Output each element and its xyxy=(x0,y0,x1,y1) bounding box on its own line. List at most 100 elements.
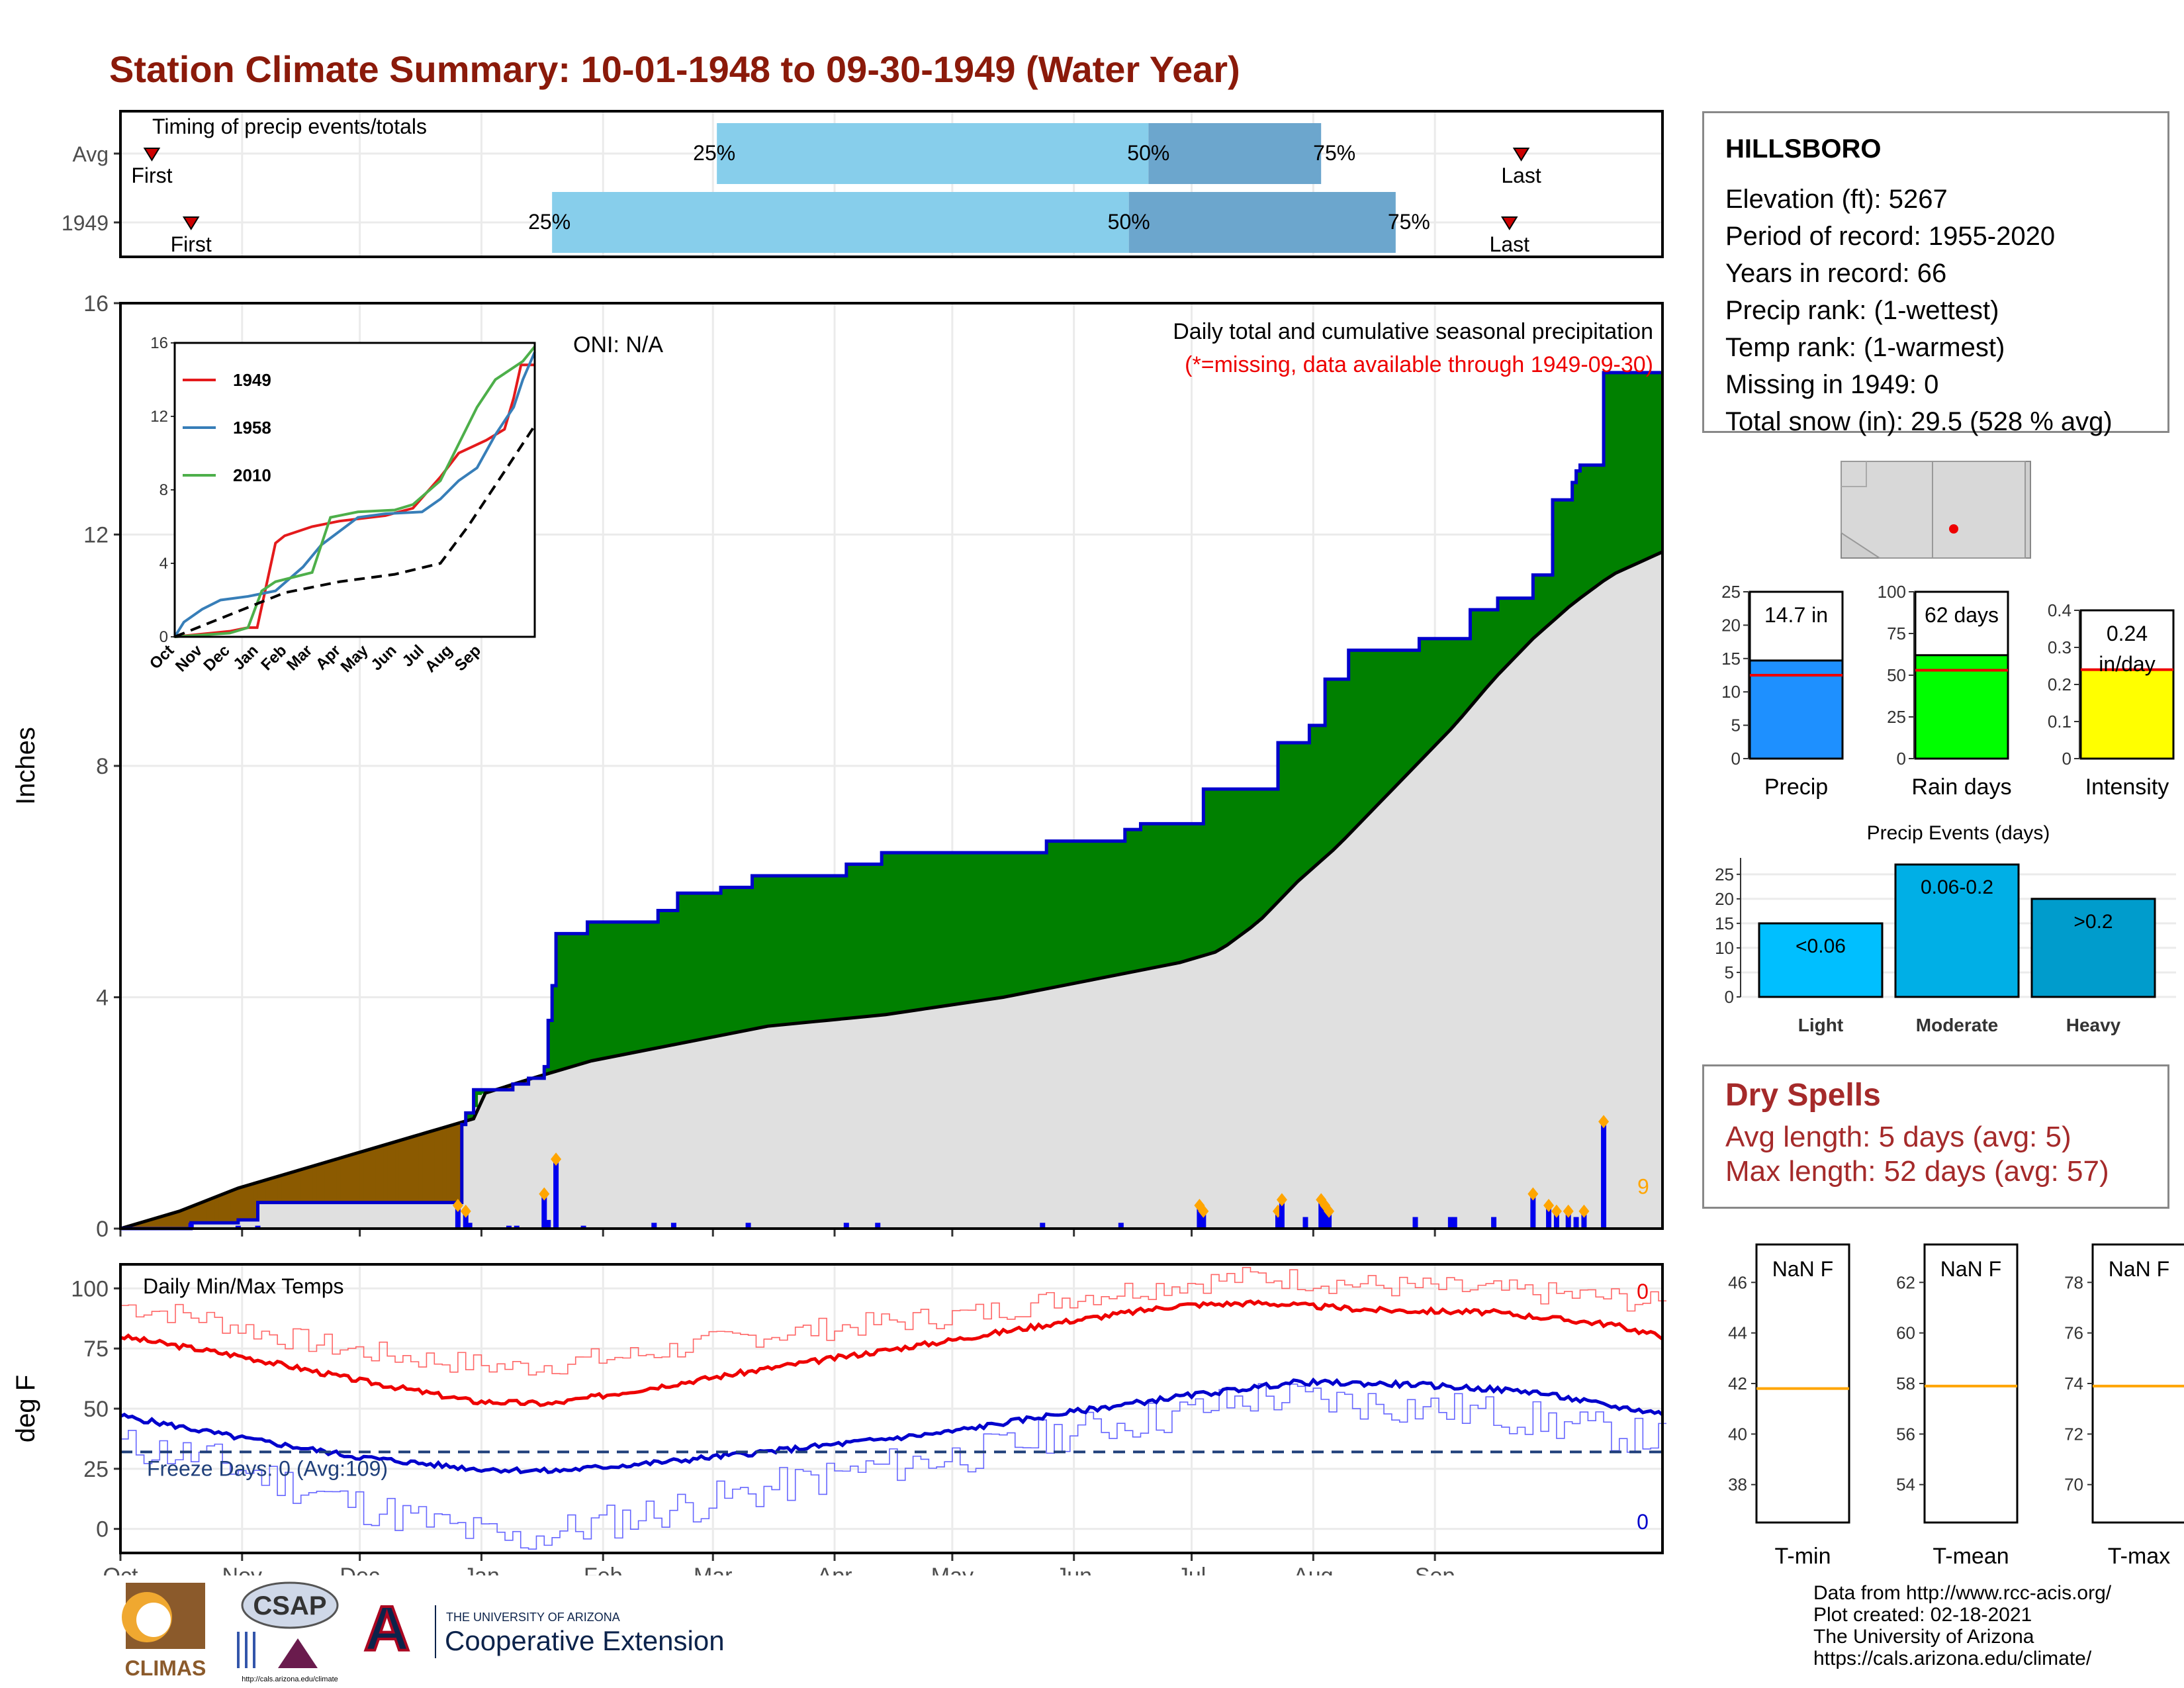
deficit-fill xyxy=(206,1199,211,1223)
ua-coop-extension-logo: A THE UNIVERSITY OF ARIZONA Cooperative … xyxy=(357,1592,754,1671)
surplus-fill xyxy=(983,853,988,1000)
deficit-fill xyxy=(418,1134,424,1203)
surplus-fill xyxy=(1572,482,1577,603)
surplus-fill xyxy=(929,853,933,1008)
surplus-fill xyxy=(1494,610,1498,677)
surplus-fill xyxy=(893,853,898,1013)
deficit-fill xyxy=(324,1162,329,1203)
intensity-y-tick-label: 0 xyxy=(2062,749,2071,769)
surplus-fill xyxy=(748,887,753,1030)
events-category-label: Heavy xyxy=(2066,1015,2121,1035)
deficit-fill xyxy=(422,1133,428,1203)
timing-first-marker xyxy=(182,216,200,230)
surplus-fill xyxy=(952,853,957,1005)
surplus-fill xyxy=(976,853,980,1002)
map-state-east xyxy=(1932,461,2026,559)
main-frame xyxy=(119,302,1664,1230)
station-location-dot xyxy=(1949,524,1958,534)
surplus-fill xyxy=(481,1090,486,1094)
deficit-fill xyxy=(395,1141,400,1203)
intensity-y-tick-label: 0.2 xyxy=(2048,675,2071,694)
cumulative-1949-line xyxy=(120,371,1662,1231)
deficit-fill xyxy=(453,1123,459,1203)
surplus-fill xyxy=(1501,598,1506,669)
surplus-fill xyxy=(999,853,1004,998)
temp-summary-panels: NaN F 38 40 42 44 46 T-min NaN F 54 56 58 60 62 T-mea… xyxy=(1728,1243,2184,1569)
surplus-fill xyxy=(1568,500,1573,606)
surplus-fill xyxy=(571,933,576,1066)
raindays-bar xyxy=(1914,654,2009,760)
daily-precip-bar xyxy=(580,1225,586,1229)
events-y-tick-label: 15 xyxy=(1715,914,1734,933)
surplus-fill xyxy=(1580,465,1585,597)
surplus-fill xyxy=(1132,829,1138,972)
surplus-fill xyxy=(1003,853,1008,997)
daily-precip-bar xyxy=(875,1223,881,1229)
precip-label: Precip xyxy=(1764,774,1828,800)
temps-y-axis-label: deg F xyxy=(11,1375,40,1442)
temps-y-tick-label: 100 xyxy=(71,1276,109,1301)
surplus-fill xyxy=(1077,841,1083,982)
temp-panel-y-tick-label: 60 xyxy=(1896,1323,1915,1343)
deficit-fill xyxy=(269,1178,274,1203)
timing-first-label: First xyxy=(171,232,212,256)
precip-y-tick-label: 25 xyxy=(1721,582,1741,602)
daily-precip-bar xyxy=(651,1223,657,1229)
average-cumulative-line xyxy=(120,550,1664,1231)
daily-precip-bar xyxy=(1491,1217,1497,1229)
surplus-fill xyxy=(1419,638,1424,760)
surplus-fill xyxy=(1592,465,1596,588)
surplus-fill xyxy=(1230,788,1236,941)
surplus-fill xyxy=(693,893,698,1041)
large-event-marker xyxy=(1527,1187,1539,1201)
surplus-fill xyxy=(1360,650,1365,821)
inset-series-line xyxy=(174,363,535,638)
surplus-fill xyxy=(1289,743,1295,888)
surplus-fill xyxy=(607,921,612,1058)
deficit-fill xyxy=(383,1145,388,1203)
surplus-fill xyxy=(701,893,705,1039)
surplus-fill xyxy=(1081,841,1087,982)
map-border-line xyxy=(1841,461,1867,487)
surplus-fill xyxy=(465,1113,471,1121)
deficit-fill xyxy=(300,1169,306,1203)
surplus-fill xyxy=(1584,465,1588,594)
timing-label-50: 50% xyxy=(1108,210,1150,234)
surplus-fill xyxy=(1274,788,1279,904)
deficit-fill xyxy=(457,1123,463,1203)
freeze-days-label: Freeze Days: 0 (Avg:109) xyxy=(147,1456,388,1480)
map-state-west xyxy=(1841,461,1933,559)
temp-panel-y-tick-label: 46 xyxy=(1728,1272,1747,1292)
surplus-fill xyxy=(831,876,835,1020)
surplus-fill xyxy=(1097,841,1102,978)
surplus-fill xyxy=(1439,638,1443,740)
temp-panel-y-tick-label: 78 xyxy=(2064,1272,2083,1292)
surplus-fill xyxy=(1179,823,1185,962)
observed-max-line xyxy=(120,1266,1666,1376)
intensity-label: Intensity xyxy=(2085,774,2169,800)
temp-panel-frame xyxy=(1923,1243,2019,1524)
inset-y-tick-label: 12 xyxy=(150,408,168,426)
events-y-tick-label: 10 xyxy=(1715,938,1734,958)
station-info-line: Elevation (ft): 5267 xyxy=(1725,185,1948,214)
surplus-fill xyxy=(1509,598,1514,661)
surplus-fill xyxy=(1023,853,1028,994)
deficit-fill xyxy=(320,1163,325,1203)
temps-y-tick-label: 50 xyxy=(83,1397,109,1422)
surplus-fill xyxy=(1344,679,1349,837)
deficit-fill xyxy=(156,1217,160,1229)
surplus-fill xyxy=(1325,679,1330,856)
surplus-fill xyxy=(1604,372,1608,580)
daily-precip-bar xyxy=(1565,1211,1571,1229)
surplus-fill xyxy=(1372,650,1377,809)
raindays-y-tick-label: 50 xyxy=(1887,665,1906,685)
deficit-fill xyxy=(336,1158,341,1203)
daily-precip-bar xyxy=(255,1225,261,1229)
surplus-fill xyxy=(783,876,788,1025)
surplus-fill xyxy=(626,921,631,1054)
temp-panel-frame xyxy=(1755,1243,1850,1524)
surplus-fill xyxy=(772,876,776,1026)
surplus-fill xyxy=(921,853,925,1009)
temp-panel-y-tick-label: 40 xyxy=(1728,1424,1747,1444)
